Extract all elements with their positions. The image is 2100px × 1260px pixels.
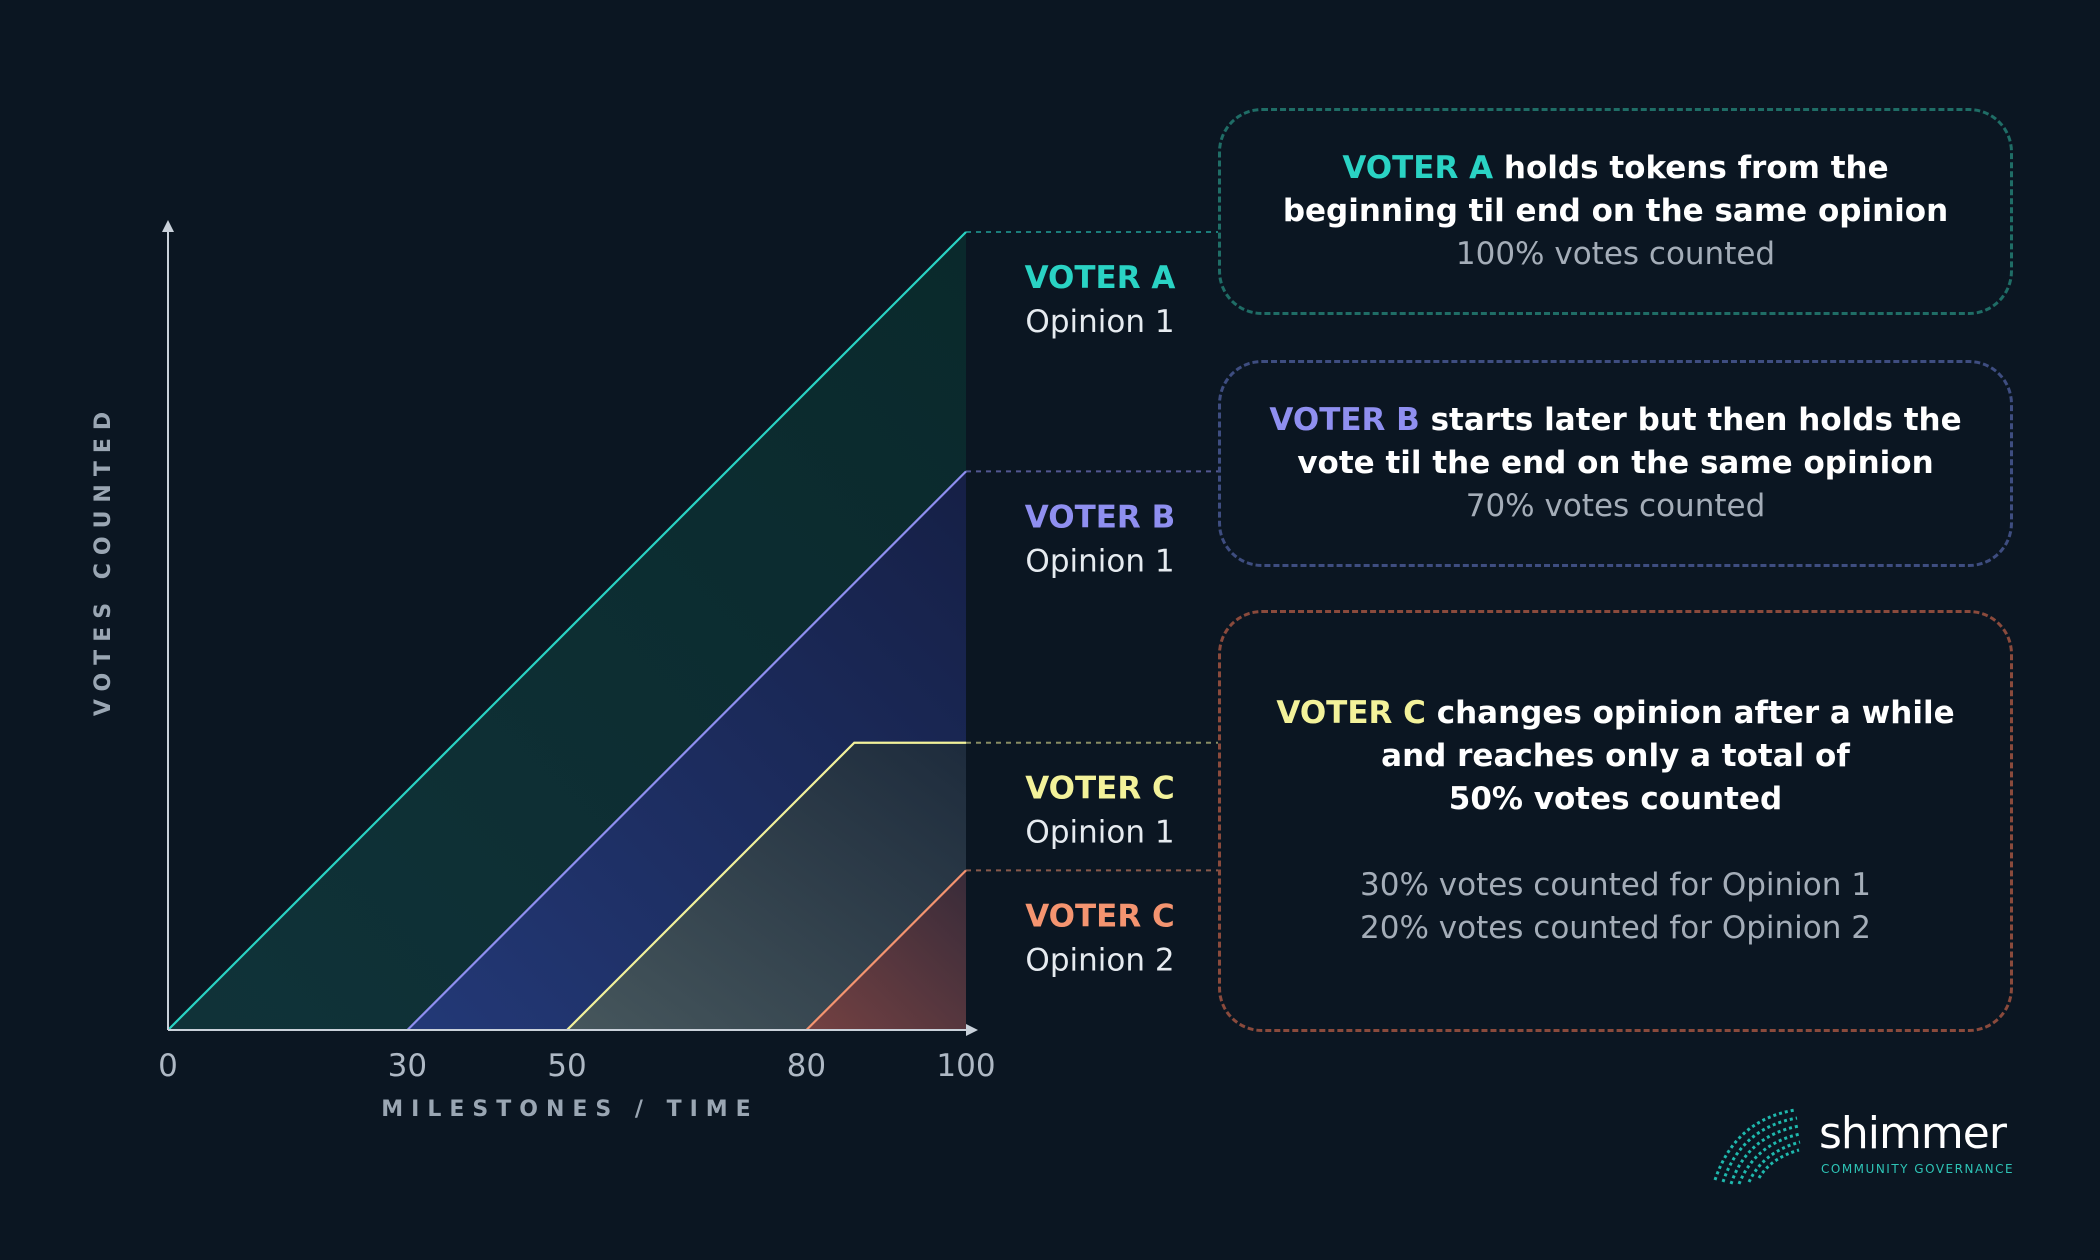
x-tick-label: 80 [787, 1048, 826, 1084]
voter-a-name: VOTER A [1342, 150, 1494, 186]
x-axis-arrow [966, 1024, 978, 1036]
voter-c-opinion-2-line [805, 869, 967, 1031]
voter-b-name: VOTER B [1269, 402, 1420, 438]
x-tick-label: 0 [158, 1048, 178, 1084]
voter-c-opinion-1-area [567, 742, 966, 1030]
voter-c-name: VOTER C [1276, 695, 1426, 731]
voter-c-note-opinion-1: 30% votes counted for Opinion 1 [1360, 867, 1871, 903]
voter-b-label: VOTER B [1025, 499, 1175, 535]
x-tick-label: 30 [388, 1048, 427, 1084]
voter-c-description: VOTER C changes opinion after a while an… [1257, 692, 1974, 778]
y-axis-arrow [162, 220, 174, 232]
shimmer-logo: shimmer COMMUNITY GOVERNANCE [1705, 1100, 2025, 1190]
voter-c-opinion-1-opinion-label: Opinion 1 [1025, 815, 1174, 851]
voter-b-text: starts later but then holds the vote til… [1297, 402, 1962, 481]
voter-c-opinion-2-label: VOTER C [1025, 898, 1175, 934]
voter-a-info-box: VOTER A holds tokens from the beginning … [1218, 108, 2013, 315]
voter-c-note-opinion-2: 20% votes counted for Opinion 2 [1360, 910, 1871, 946]
voter-a-description: VOTER A holds tokens from the beginning … [1257, 147, 1974, 233]
shimmer-logo-icon [1713, 1108, 1801, 1185]
voter-a-label: VOTER A [1025, 260, 1176, 296]
voter-b-opinion-label: Opinion 1 [1025, 543, 1174, 579]
voter-a-text: holds tokens from the beginning til end … [1282, 150, 1949, 229]
voter-a-line [167, 231, 967, 1031]
voter-c-text: changes opinion after a while and reache… [1381, 695, 1955, 774]
y-axis-title: VOTES COUNTED [91, 404, 116, 716]
x-tick-label: 50 [547, 1048, 586, 1084]
logo-wordmark: shimmer [1819, 1108, 2007, 1159]
voter-b-line [406, 470, 967, 1031]
voter-b-note: 70% votes counted [1465, 488, 1766, 524]
voter-c-opinion-1-label: VOTER C [1025, 771, 1175, 807]
voter-c-total: 50% votes counted [1448, 781, 1783, 817]
x-tick-label: 100 [936, 1048, 995, 1084]
voter-c-info-box: VOTER C changes opinion after a while an… [1218, 610, 2013, 1032]
voter-b-description: VOTER B starts later but then holds the … [1257, 399, 1974, 485]
voter-b-info-box: VOTER B starts later but then holds the … [1218, 360, 2013, 567]
logo-tagline: COMMUNITY GOVERNANCE [1821, 1162, 2015, 1176]
voter-c-opinion-2-opinion-label: Opinion 2 [1025, 942, 1174, 978]
voter-a-note: 100% votes counted [1455, 236, 1776, 272]
x-axis-title: MILESTONES / TIME [381, 1097, 758, 1122]
voter-c-opinion-1-line [566, 741, 966, 1031]
voter-a-opinion-label: Opinion 1 [1025, 304, 1174, 340]
